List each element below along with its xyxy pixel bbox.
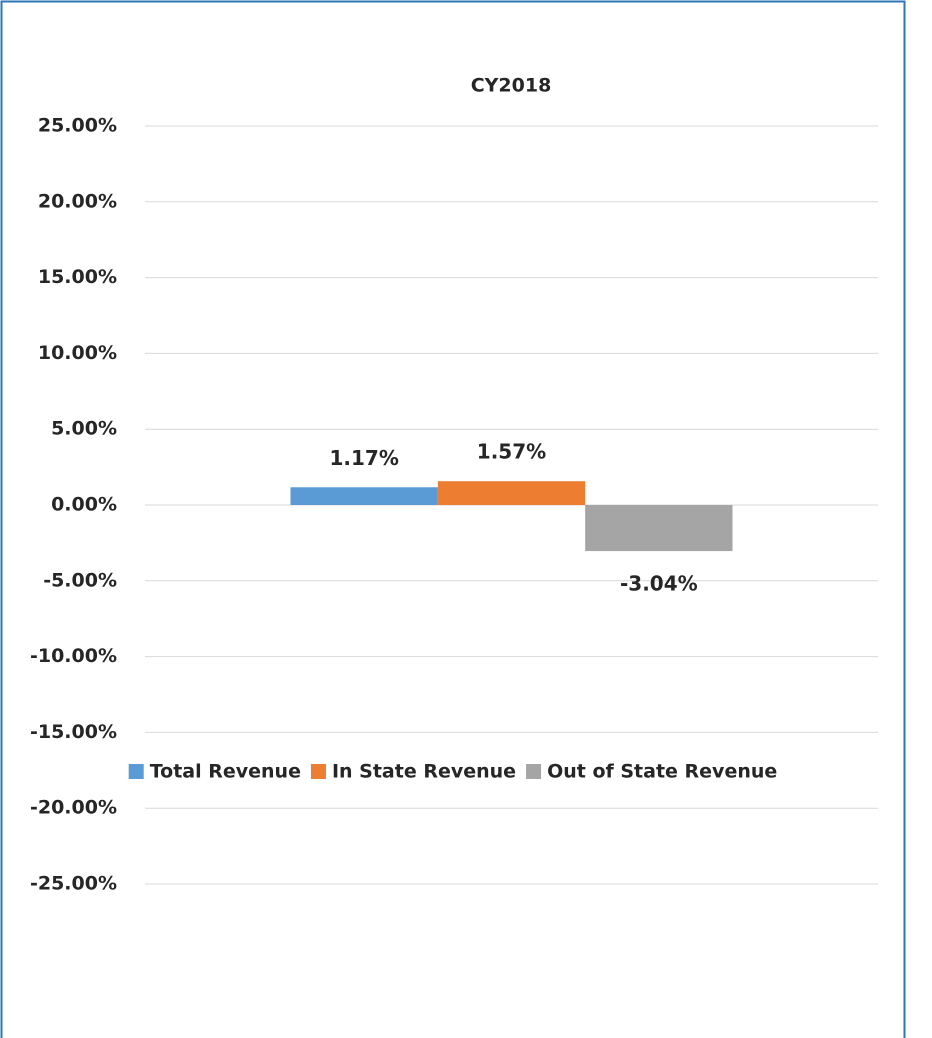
y-tick-label: 20.00%	[38, 190, 117, 212]
y-tick-label: 0.00%	[51, 494, 117, 516]
bar	[437, 481, 586, 505]
chart-border	[0, 0, 906, 1038]
legend-swatch	[526, 764, 542, 779]
y-tick-label: -25.00%	[30, 873, 117, 895]
legend-label: Out of State Revenue	[547, 761, 777, 783]
data-label: 1.17%	[329, 446, 398, 470]
data-label: 1.57%	[477, 440, 546, 464]
y-tick-label: -5.00%	[43, 569, 117, 591]
y-tick-label: -15.00%	[30, 721, 117, 743]
data-label: -3.04%	[620, 572, 698, 596]
y-tick-label: 5.00%	[51, 418, 117, 440]
y-tick-label: 10.00%	[38, 342, 117, 364]
y-tick-label: -10.00%	[30, 645, 117, 667]
legend-swatch	[310, 764, 326, 779]
bar	[290, 487, 438, 505]
y-tick-label: 15.00%	[38, 266, 117, 288]
y-tick-label: -20.00%	[30, 797, 117, 819]
bar	[585, 505, 733, 552]
legend-swatch	[128, 764, 144, 779]
chart-title: CY2018	[471, 75, 552, 97]
y-tick-label: 25.00%	[38, 115, 117, 137]
legend-label: In State Revenue	[332, 761, 516, 783]
legend-label: Total Revenue	[150, 761, 301, 783]
